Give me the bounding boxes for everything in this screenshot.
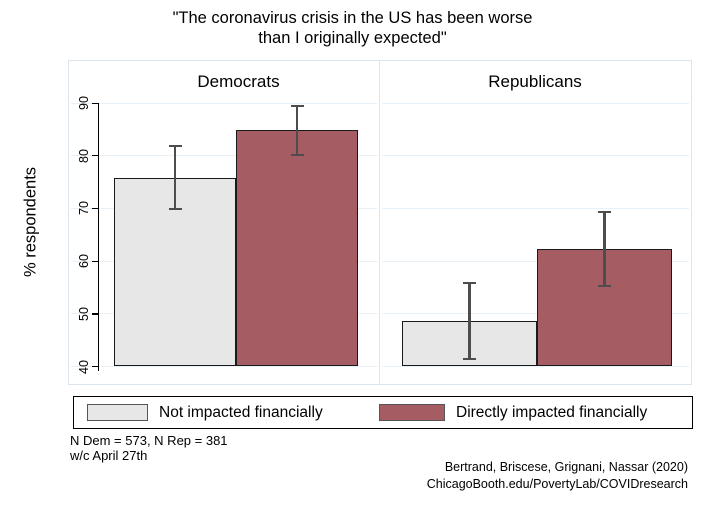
legend-swatch-directly-impacted xyxy=(379,404,445,421)
panel-republicans: Republicans xyxy=(380,60,692,385)
legend-label-not-impacted: Not impacted financially xyxy=(159,404,323,421)
sample-size-note: N Dem = 573, N Rep = 381 w/c April 27th xyxy=(70,433,228,463)
chart-title-line1: "The coronavirus crisis in the US has be… xyxy=(172,9,533,27)
y-axis-line xyxy=(98,102,100,371)
gridline-40 xyxy=(71,366,377,367)
authors-line: Bertrand, Briscese, Grignani, Nassar (20… xyxy=(444,460,688,474)
y-tick-40 xyxy=(92,366,98,368)
y-axis-title: % respondents xyxy=(21,166,40,278)
url-line: ChicagoBooth.edu/PovertyLab/COVIDresearc… xyxy=(426,476,688,491)
plot-area-republicans xyxy=(380,61,691,384)
gridline-50 xyxy=(382,313,689,315)
error-bar-cap-top xyxy=(168,145,182,148)
panel-title-republicans: Republicans xyxy=(488,72,582,91)
y-tick-80 xyxy=(92,155,98,157)
gridline-40 xyxy=(382,366,689,367)
error-bar-line xyxy=(295,105,299,155)
y-tick-60 xyxy=(92,260,98,262)
gridline-60 xyxy=(382,260,689,262)
panels-container: Democrats 40 50 60 70 80 90 Republicans xyxy=(68,60,692,385)
error-bar-line xyxy=(603,211,606,286)
error-bar-cap-top xyxy=(290,104,304,107)
error-bar-line xyxy=(173,146,177,209)
legend: Not impacted financially Directly impact… xyxy=(73,396,693,429)
y-tick-label-80: 80 xyxy=(77,148,91,163)
error-bar-cap-bottom xyxy=(598,284,611,288)
error-bar-line xyxy=(468,283,471,360)
panel-democrats: Democrats 40 50 60 70 80 90 xyxy=(68,60,380,385)
chart-title: "The coronavirus crisis in the US has be… xyxy=(0,8,705,48)
y-tick-label-60: 60 xyxy=(77,254,91,269)
y-tick-label-90: 90 xyxy=(77,96,91,110)
y-tick-label-70: 70 xyxy=(77,201,91,216)
gridline-80 xyxy=(382,155,689,157)
error-bar-cap-bottom xyxy=(168,207,182,211)
plot-area-democrats: 40 50 60 70 80 90 xyxy=(69,61,379,384)
y-tick-70 xyxy=(92,207,98,210)
y-tick-90 xyxy=(92,102,98,104)
sample-size-line: N Dem = 573, N Rep = 381 xyxy=(70,433,228,448)
legend-label-directly-impacted: Directly impacted financially xyxy=(456,404,648,421)
week-line: w/c April 27th xyxy=(70,448,148,463)
gridline-80 xyxy=(71,155,377,157)
y-tick-label-40: 40 xyxy=(77,359,91,374)
error-bar-cap-bottom xyxy=(290,153,304,156)
y-tick-50 xyxy=(92,313,98,315)
gridline-90 xyxy=(71,102,377,104)
error-bar-cap-bottom xyxy=(463,358,476,361)
gridline-90 xyxy=(382,102,689,104)
error-bar-cap-top xyxy=(598,210,611,213)
error-bar-cap-top xyxy=(463,282,476,285)
source-credit: Bertrand, Briscese, Grignani, Nassar (20… xyxy=(427,459,688,492)
legend-swatch-not-impacted xyxy=(87,404,148,421)
panel-title-democrats: Democrats xyxy=(197,72,280,91)
chart-title-line2: than I originally expected" xyxy=(258,29,447,47)
y-tick-label-50: 50 xyxy=(77,306,91,321)
gridline-70 xyxy=(382,207,689,209)
bar-democrats-1 xyxy=(236,129,358,366)
